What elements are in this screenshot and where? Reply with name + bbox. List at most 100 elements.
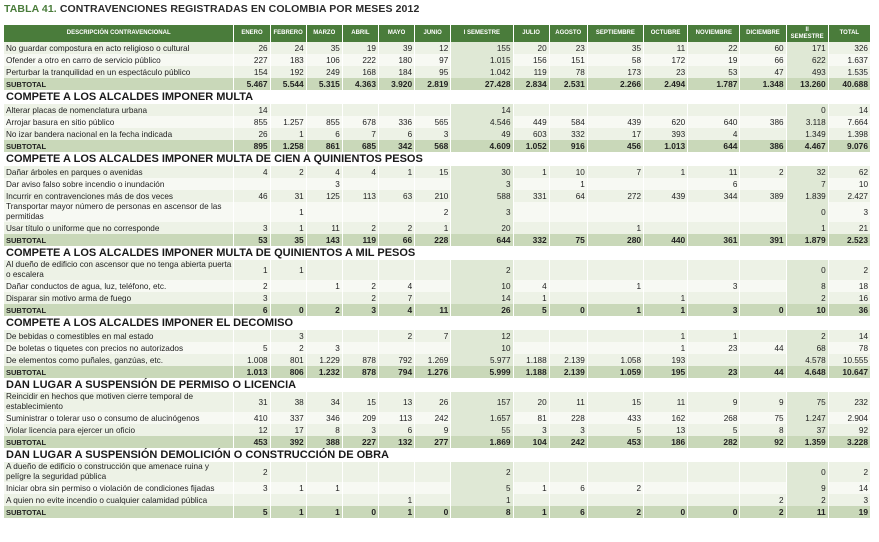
section-header-row: COMPETE A LOS ALCALDES IMPONER EL DECOMI… (4, 316, 871, 330)
value-cell: 565 (414, 116, 452, 128)
value-cell (687, 482, 741, 494)
value-cell: 32 (786, 166, 829, 178)
value-cell: 272 (587, 190, 645, 202)
value-cell: 35 (306, 42, 343, 54)
value-cell: 92 (828, 424, 872, 436)
value-cell: 11 (643, 392, 689, 412)
value-cell: 14 (828, 104, 872, 116)
value-cell (549, 222, 588, 234)
value-cell: 6 (306, 128, 343, 140)
value-cell: 2 (739, 166, 787, 178)
value-cell (643, 280, 689, 292)
value-cell: 280 (587, 234, 645, 246)
value-cell (739, 104, 787, 116)
section-header-row: COMPETE A LOS ALCALDES IMPONER MULTA (4, 90, 871, 104)
section-header-row: COMPETE A LOS ALCALDES IMPONER MULTA DE … (4, 152, 871, 166)
value-cell: 3 (414, 128, 452, 140)
value-cell: 193 (643, 354, 689, 366)
value-cell: 389 (739, 190, 787, 202)
value-cell (549, 462, 588, 482)
value-cell: 1.398 (828, 128, 872, 140)
value-cell: 242 (549, 436, 588, 448)
value-cell: 2.523 (828, 234, 872, 246)
value-cell: 183 (270, 54, 307, 66)
row-description: Transportar mayor número de personas en … (4, 202, 235, 222)
value-cell: 4.648 (786, 366, 829, 378)
value-cell: 1 (306, 280, 343, 292)
value-cell: 8 (306, 424, 343, 436)
value-cell: 1.013 (643, 140, 689, 152)
table-row: A quien no evite incendio o cualquier ca… (4, 494, 872, 506)
value-cell: 1.269 (414, 354, 452, 366)
value-cell: 3 (513, 424, 550, 436)
value-cell: 66 (739, 54, 787, 66)
value-cell: 4 (513, 280, 550, 292)
row-description: Al dueño de edificio con ascensor que no… (4, 260, 235, 280)
value-cell: 13 (643, 424, 689, 436)
table-row: A dueño de edificio o construcción que a… (4, 462, 872, 482)
table-row: Dañar árboles en parques o avenidas 4 2 4 4 1… (4, 166, 872, 178)
value-cell: 78 (549, 66, 588, 78)
value-cell: 1 (233, 260, 271, 280)
header-cell: JUNIO (414, 25, 452, 42)
table-row: Transportar mayor número de personas en … (4, 202, 872, 222)
value-cell: 5.467 (233, 78, 271, 90)
table-row: Dar aviso falso sobre incendio o inundac… (4, 178, 872, 190)
value-cell: 36 (828, 304, 872, 316)
value-cell (270, 104, 307, 116)
value-cell: 1 (513, 166, 550, 178)
value-cell (587, 342, 645, 354)
subtotal-label: SUBTOTAL (4, 506, 235, 518)
value-cell (342, 260, 379, 280)
value-cell: 97 (414, 54, 452, 66)
row-description: A dueño de edificio o construcción que a… (4, 462, 235, 482)
value-cell: 22 (687, 42, 741, 54)
header-cell: ABRIL (342, 25, 379, 42)
value-cell: 344 (687, 190, 741, 202)
value-cell: 7 (414, 330, 452, 342)
value-cell: 1.008 (233, 354, 271, 366)
value-cell: 35 (587, 42, 645, 54)
value-cell (739, 354, 787, 366)
value-cell: 332 (513, 234, 550, 246)
value-cell (549, 342, 588, 354)
value-cell (378, 202, 416, 222)
value-cell: 895 (233, 140, 271, 152)
value-cell: 2 (270, 342, 307, 354)
row-description: Reincidir en hechos que motiven cierre t… (4, 392, 235, 412)
value-cell: 6 (549, 482, 588, 494)
value-cell (414, 178, 452, 190)
value-cell (739, 280, 787, 292)
header-cell: AGOSTO (549, 25, 588, 42)
value-cell: 17 (587, 128, 645, 140)
value-cell: 157 (450, 392, 514, 412)
value-cell: 4 (342, 166, 379, 178)
value-cell (643, 202, 689, 222)
value-cell: 439 (643, 190, 689, 202)
value-cell: 2 (342, 222, 379, 234)
value-cell: 34 (306, 392, 343, 412)
value-cell: 3 (270, 330, 307, 342)
value-cell (306, 260, 343, 280)
value-cell: 168 (342, 66, 379, 78)
value-cell (306, 104, 343, 116)
value-cell: 10 (828, 178, 872, 190)
value-cell: 227 (233, 54, 271, 66)
value-cell (687, 202, 741, 222)
value-cell: 1 (587, 280, 645, 292)
value-cell: 209 (342, 412, 379, 424)
value-cell: 23 (687, 366, 741, 378)
value-cell: 4 (687, 128, 741, 140)
value-cell: 2.531 (549, 78, 588, 90)
table-caption: CONTRAVENCIONES REGISTRADAS EN COLOMBIA … (56, 3, 420, 15)
value-cell: 801 (270, 354, 307, 366)
value-cell: 5 (587, 424, 645, 436)
header-cell: SEPTIEMBRE (587, 25, 645, 42)
value-cell: 282 (687, 436, 741, 448)
value-cell: 393 (643, 128, 689, 140)
value-cell: 1 (587, 222, 645, 234)
value-cell: 2 (233, 462, 271, 482)
value-cell: 1.188 (513, 366, 550, 378)
value-cell: 7.664 (828, 116, 872, 128)
value-cell: 60 (739, 42, 787, 54)
